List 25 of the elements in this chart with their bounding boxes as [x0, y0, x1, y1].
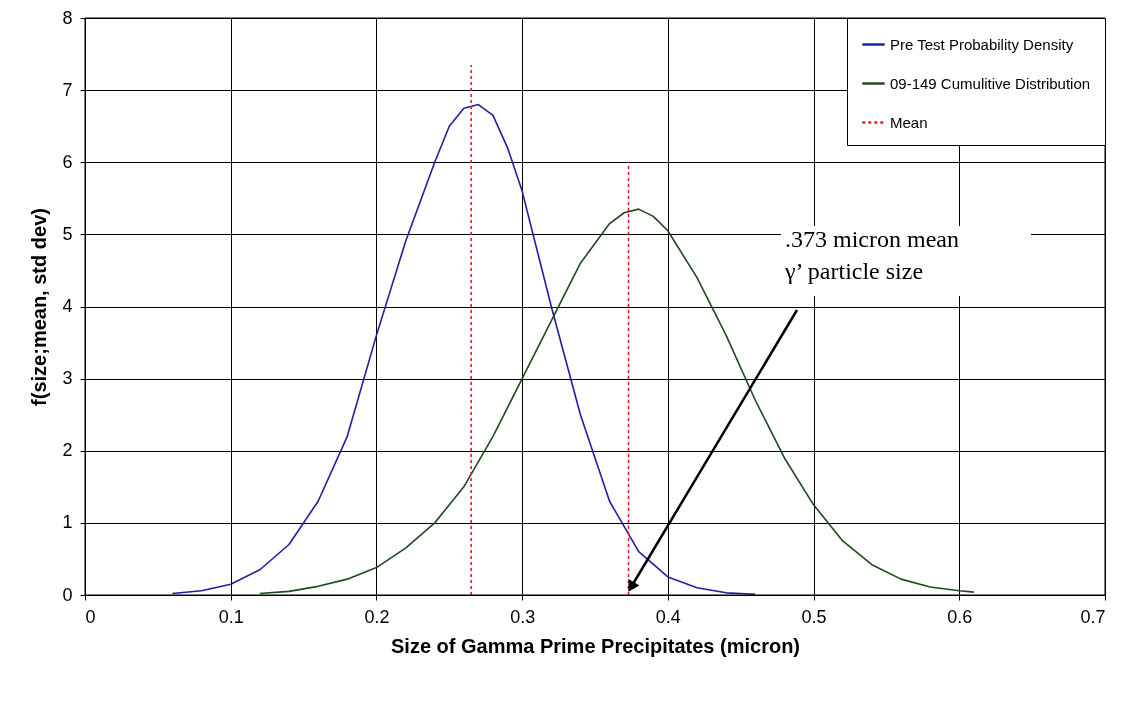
legend-label: 09-149 Cumulitive Distribution — [890, 74, 1091, 92]
line-series — [259, 208, 975, 595]
y-tick-label: 8 — [62, 7, 73, 28]
annotation: .373 micron mean γ’ particle size — [784, 226, 959, 284]
x-tick-label: 0.1 — [218, 606, 244, 627]
legend-label: Mean — [890, 113, 928, 131]
y-tick-label: 1 — [62, 512, 73, 533]
x-tick-label: 0.2 — [364, 606, 390, 627]
x-tick-label: 0.4 — [655, 606, 681, 627]
y-tick-label: 6 — [62, 151, 73, 172]
x-axis-title: Size of Gamma Prime Precipitates (micron) — [390, 634, 801, 657]
legend-label: Pre Test Probability Density — [890, 35, 1074, 53]
y-tick-label: 0 — [62, 584, 73, 605]
x-tick-label: 0.7 — [1080, 606, 1106, 627]
line-series — [171, 103, 757, 596]
y-tick-label: 5 — [62, 223, 73, 244]
y-tick-label: 3 — [62, 368, 73, 389]
y-axis-title: f(size;mean, std dev) — [28, 208, 51, 406]
x-tick-label: 0 — [85, 606, 96, 627]
x-tick-label: 0.5 — [801, 606, 827, 627]
y-tick-label: 2 — [62, 440, 73, 461]
x-tick-label: 0.3 — [510, 606, 536, 627]
x-tick-label: 0.6 — [947, 606, 973, 627]
y-tick-label: 4 — [62, 296, 73, 316]
y-tick-label: 7 — [62, 79, 73, 100]
